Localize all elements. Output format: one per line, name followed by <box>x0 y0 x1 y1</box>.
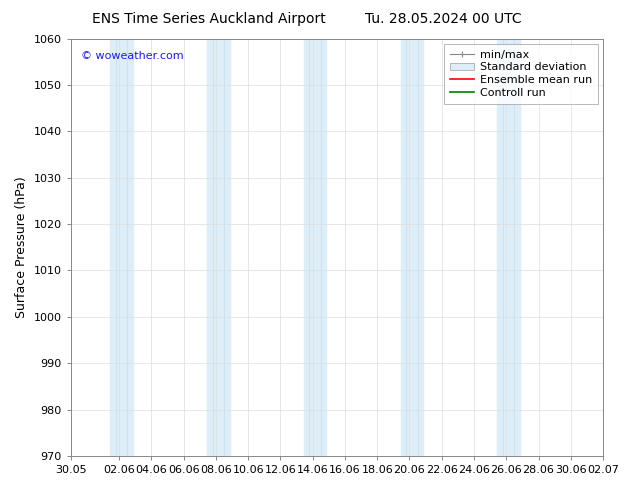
Bar <box>498 39 508 456</box>
Text: ENS Time Series Auckland Airport: ENS Time Series Auckland Airport <box>93 12 326 26</box>
Bar <box>110 39 122 456</box>
Bar <box>304 39 315 456</box>
Text: © woweather.com: © woweather.com <box>81 51 184 61</box>
Y-axis label: Surface Pressure (hPa): Surface Pressure (hPa) <box>15 176 28 318</box>
Legend: min/max, Standard deviation, Ensemble mean run, Controll run: min/max, Standard deviation, Ensemble me… <box>444 44 597 103</box>
Text: Tu. 28.05.2024 00 UTC: Tu. 28.05.2024 00 UTC <box>365 12 522 26</box>
Bar <box>401 39 412 456</box>
Bar <box>122 39 133 456</box>
Bar <box>207 39 218 456</box>
Bar <box>412 39 423 456</box>
Bar <box>315 39 327 456</box>
Bar <box>508 39 520 456</box>
Bar <box>218 39 230 456</box>
